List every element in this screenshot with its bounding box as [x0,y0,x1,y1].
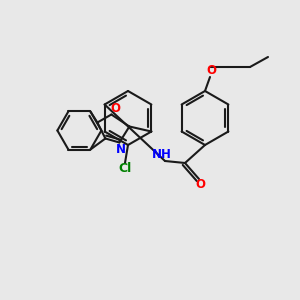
Text: Cl: Cl [118,163,132,176]
Text: O: O [206,64,216,77]
Text: N: N [116,143,125,156]
Text: NH: NH [152,148,172,160]
Text: O: O [110,102,120,115]
Text: O: O [195,178,205,190]
